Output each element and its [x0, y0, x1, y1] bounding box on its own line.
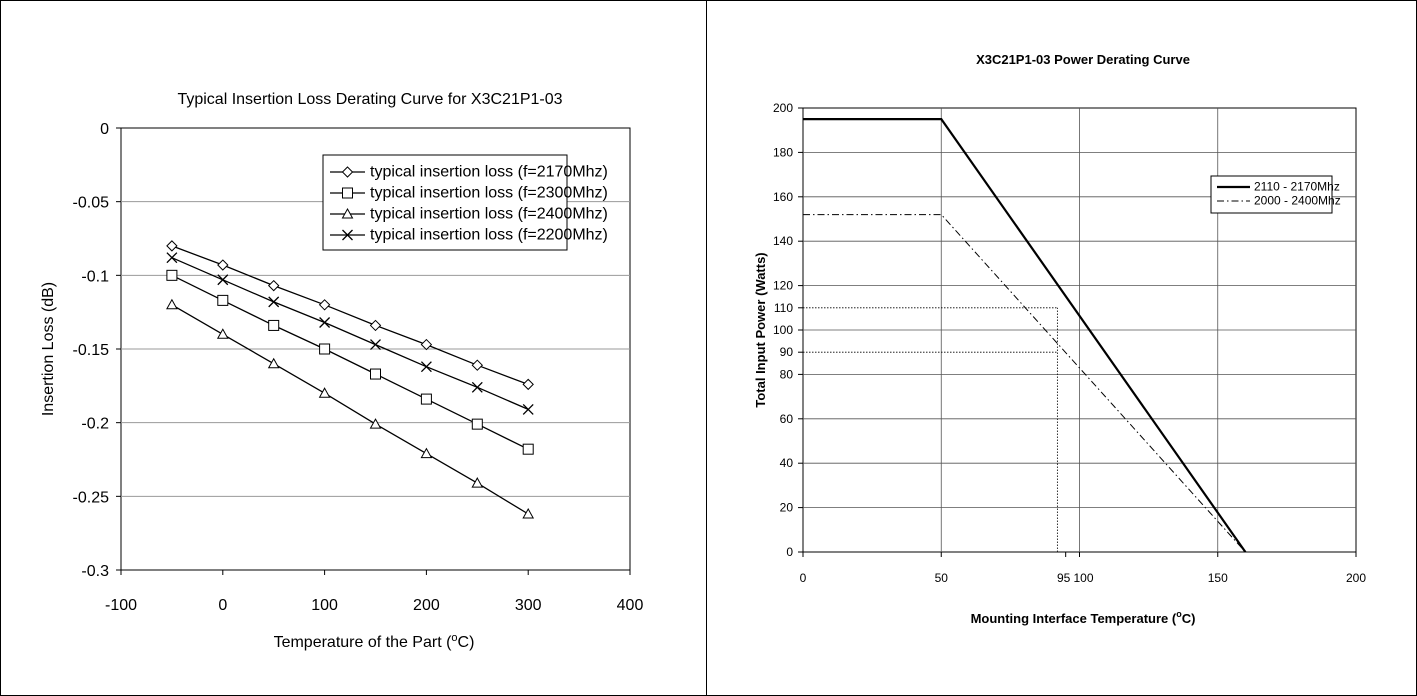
- left-series-3-point: [216, 328, 229, 339]
- left-y-tick-label: -0.3: [81, 563, 109, 580]
- left-series-2-point: [471, 418, 483, 430]
- right-x-tick-label: 200: [1346, 571, 1366, 585]
- left-chart-title: Typical Insertion Loss Derating Curve fo…: [177, 91, 562, 108]
- right-y-tick-label: 120: [773, 279, 793, 293]
- right-x-label-end: C): [1182, 611, 1196, 626]
- right-y-tick-label: 90: [780, 345, 794, 359]
- right-x-label-main: Mounting Interface Temperature (: [971, 611, 1177, 626]
- left-y-tick-label: -0.2: [81, 416, 109, 433]
- left-y-tick-label: -0.25: [73, 489, 110, 506]
- left-x-tick-label: 400: [617, 597, 644, 614]
- left-series-line-4: [171, 257, 529, 410]
- right-y-tick-label: 200: [773, 101, 793, 115]
- right-y-tick-label: 60: [780, 412, 794, 426]
- left-series-4-point: [268, 296, 280, 308]
- left-series-2-point: [370, 368, 381, 380]
- left-legend: typical insertion loss (f=2170Mhz) typica…: [322, 154, 608, 251]
- right-y-tick-label: 40: [780, 456, 794, 470]
- right-x-tick-label: 0: [800, 571, 807, 585]
- left-series-2-point: [522, 443, 534, 455]
- right-y-tick-label: 160: [773, 190, 793, 204]
- left-series-2-point: [268, 319, 280, 331]
- right-x-tick-label: 95: [1057, 571, 1071, 585]
- left-series-3-point: [318, 387, 331, 398]
- left-series-1-point: [420, 338, 433, 351]
- left-series-1-point: [217, 259, 229, 271]
- left-series-4-point: [471, 381, 483, 393]
- right-legend-label-1: 2110 - 2170Mhz: [1254, 180, 1340, 194]
- left-x-label-end: C): [458, 634, 475, 651]
- left-y-tick-label: -0.05: [73, 195, 110, 212]
- left-x-tick-label: 300: [515, 597, 542, 614]
- left-series-4-point: [370, 339, 381, 351]
- left-series-line-1: [171, 245, 529, 386]
- right-y-tick-label: 80: [780, 367, 794, 381]
- right-x-label-sup: o: [1176, 609, 1182, 619]
- left-legend-box: [322, 154, 568, 251]
- left-series-4-point: [217, 274, 229, 286]
- left-legend-label-2: typical insertion loss (f=2300Mhz): [370, 185, 608, 202]
- panel-divider: [706, 0, 707, 696]
- right-legend-box: [1210, 175, 1333, 214]
- left-series-1-point: [522, 378, 534, 391]
- right-chart-title: X3C21P1-03 Power Derating Curve: [976, 52, 1190, 67]
- left-y-tick-label: -0.1: [81, 268, 109, 285]
- left-y-tick-label: -0.15: [73, 342, 110, 359]
- left-legend-marker-4: [342, 229, 353, 241]
- left-legend-label-3: typical insertion loss (f=2400Mhz): [370, 206, 608, 223]
- left-series-3-point: [522, 507, 535, 519]
- left-series-1-point: [471, 359, 484, 371]
- left-series-1-point: [267, 279, 280, 292]
- right-x-axis-label: Mounting Interface Temperature (oC): [971, 609, 1196, 626]
- left-series-2-point: [166, 269, 178, 281]
- left-series-3-point: [166, 298, 178, 310]
- right-y-tick-label: 0: [786, 545, 793, 559]
- left-series-3-point: [267, 357, 280, 369]
- right-series-line-1: [803, 117, 1247, 553]
- power-derating-chart: X3C21P1-03 Power Derating Curve 20018016…: [753, 52, 1366, 626]
- left-series-3-point: [471, 477, 484, 488]
- right-y-tick-label: 20: [780, 501, 794, 515]
- insertion-loss-chart: Typical Insertion Loss Derating Curve fo…: [40, 91, 644, 651]
- right-y-tick-label: 140: [773, 234, 793, 248]
- left-series-line-2: [171, 274, 529, 450]
- left-series-3-point: [420, 447, 433, 459]
- left-x-axis-label: Temperature of the Part (oC): [274, 632, 475, 651]
- left-series-2-point: [217, 294, 229, 306]
- right-x-tick-label: 50: [935, 571, 949, 585]
- left-x-tick-label: -100: [105, 597, 137, 614]
- left-y-tick-label: 0: [100, 121, 109, 138]
- left-legend-marker-1: [341, 166, 354, 178]
- left-x-label-sup: o: [451, 632, 457, 644]
- left-series-4-point: [166, 252, 178, 264]
- left-legend-label-1: typical insertion loss (f=2170Mhz): [370, 164, 608, 181]
- left-y-axis-label: Insertion Loss (dB): [40, 282, 57, 416]
- left-x-tick-label: 0: [218, 597, 227, 614]
- right-y-tick-label: 110: [774, 301, 793, 315]
- left-legend-marker-2: [342, 187, 353, 199]
- right-y-tick-label: 100: [773, 323, 793, 337]
- left-x-tick-label: 200: [413, 597, 440, 614]
- right-series-line-2: [803, 214, 1246, 553]
- left-x-label-main: Temperature of the Part (: [274, 634, 453, 651]
- left-series-1-point: [166, 240, 178, 252]
- left-series-1-point: [318, 299, 331, 311]
- left-series-4-point: [522, 403, 534, 415]
- left-legend-label-4: typical insertion loss (f=2200Mhz): [370, 227, 608, 244]
- left-series-4-point: [319, 317, 331, 328]
- left-legend-marker-3: [341, 207, 354, 219]
- left-series-line-3: [171, 304, 529, 515]
- right-x-tick-label: 150: [1208, 571, 1228, 585]
- left-series-1-point: [369, 319, 382, 332]
- right-legend-label-2: 2000 - 2400Mhz: [1254, 194, 1341, 208]
- left-x-tick-label: 100: [311, 597, 338, 614]
- left-series-2-point: [319, 343, 331, 355]
- right-y-tick-label: 180: [773, 145, 793, 159]
- left-series-3-point: [369, 418, 382, 429]
- left-series-2-point: [420, 393, 432, 405]
- right-x-tick-label: 100: [1073, 571, 1093, 585]
- left-series-4-point: [420, 361, 432, 373]
- right-y-axis-label: Total Input Power (Watts): [753, 252, 768, 407]
